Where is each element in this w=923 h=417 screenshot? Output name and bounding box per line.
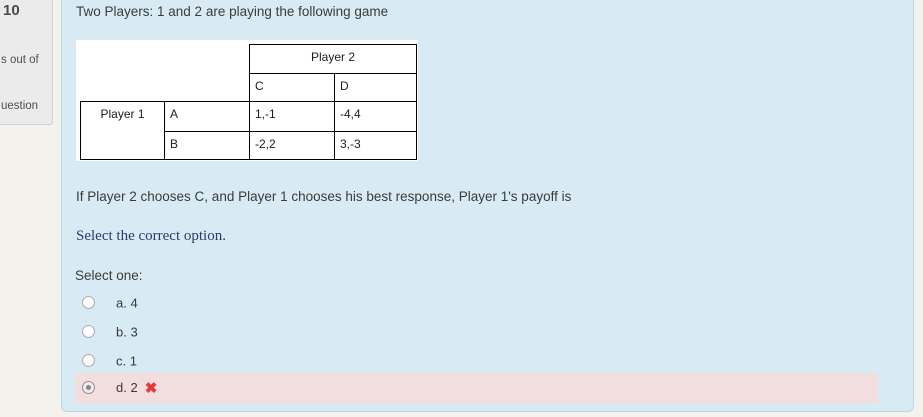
row-header-b: B [164,131,250,160]
option-radio[interactable] [82,381,95,394]
answer-option-d[interactable]: d. 2 ✖ [75,373,878,403]
option-radio[interactable] [82,295,95,309]
question-prompt-text: If Player 2 chooses C, and Player 1 choo… [76,189,572,204]
question-instruction-text: Select the correct option. [76,228,226,244]
row-header-a: A [164,101,250,132]
question-intro-text: Two Players: 1 and 2 are playing the fol… [76,4,389,19]
option-label[interactable]: c. 1✖ [116,353,137,368]
option-label[interactable]: d. 2 ✖ [116,380,158,397]
question-info-block: 10 s out of uestion [0,0,53,125]
col-header-d: D [334,73,417,102]
option-radio[interactable] [82,324,95,338]
matrix-blank-cell [81,74,250,102]
payoff-cell-ac: 1,-1 [249,101,335,132]
answer-option-b[interactable]: b. 3✖ [75,317,878,346]
payoff-cell-ad: -4,4 [334,101,417,132]
select-one-label: Select one: [75,268,143,283]
matrix-blank-cell [81,45,250,74]
col-header-c: C [249,73,335,102]
incorrect-icon: ✖ [144,380,158,397]
option-label[interactable]: b. 3✖ [116,324,138,339]
payoff-matrix: Player 2 C D Player 1 A 1,-1 -4,4 B -2,2… [80,44,417,160]
question-number: 10 [3,2,20,19]
answer-option-c[interactable]: c. 1✖ [75,346,878,375]
flag-question-link[interactable]: uestion [1,100,39,112]
option-label[interactable]: a. 4✖ [116,295,138,310]
question-panel: Two Players: 1 and 2 are playing the fol… [61,0,914,412]
payoff-cell-bc: -2,2 [249,131,335,160]
player2-header-cell: Player 2 [249,44,417,74]
payoff-cell-bd: 3,-3 [334,131,417,160]
payoff-table-container: Player 2 C D Player 1 A 1,-1 -4,4 B -2,2… [76,40,418,161]
marks-out-of-label: s out of [1,54,39,66]
radio-dot [86,385,91,390]
option-radio[interactable] [82,353,95,367]
player1-header-cell: Player 1 [80,101,165,160]
answer-option-a[interactable]: a. 4✖ [75,288,878,317]
